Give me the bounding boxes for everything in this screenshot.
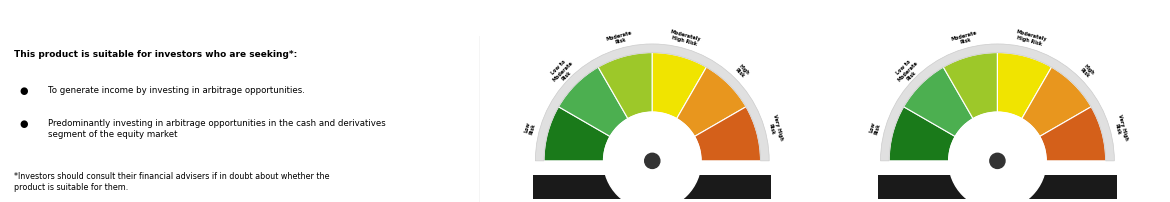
Text: Moderately
High Risk: Moderately High Risk xyxy=(1013,29,1047,48)
Wedge shape xyxy=(1021,67,1092,137)
Wedge shape xyxy=(558,67,628,137)
Text: This product is suitable for investors who are seeking*:: This product is suitable for investors w… xyxy=(14,50,297,59)
Circle shape xyxy=(604,112,701,202)
Text: SCHEME RISK-O-METER: SCHEME RISK-O-METER xyxy=(576,12,729,25)
Text: High
Risk: High Risk xyxy=(1079,63,1095,80)
Wedge shape xyxy=(695,107,761,161)
Text: ●: ● xyxy=(19,86,28,96)
Text: Very High
Risk: Very High Risk xyxy=(1112,114,1129,142)
Text: Predominantly investing in arbitrage opportunities in the cash and derivatives
s: Predominantly investing in arbitrage opp… xyxy=(48,119,386,139)
Wedge shape xyxy=(881,44,1114,161)
Text: Low to
Moderate
Risk: Low to Moderate Risk xyxy=(893,56,923,87)
Wedge shape xyxy=(598,53,653,119)
Wedge shape xyxy=(889,107,955,161)
Text: RISK - O - METER: RISK - O - METER xyxy=(615,182,689,191)
FancyBboxPatch shape xyxy=(879,175,1116,199)
Text: Low
Risk: Low Risk xyxy=(523,121,537,135)
Text: Low to
Moderate
Risk: Low to Moderate Risk xyxy=(548,56,578,87)
Text: BENCHMARK RISK-O-METER: BENCHMARK RISK-O-METER xyxy=(906,12,1089,25)
Text: Very High
Risk: Very High Risk xyxy=(766,114,784,142)
Wedge shape xyxy=(943,53,997,119)
Text: To generate income by investing in arbitrage opportunities.: To generate income by investing in arbit… xyxy=(48,86,305,95)
Text: High
Risk: High Risk xyxy=(734,63,750,80)
Circle shape xyxy=(645,153,660,168)
Text: Moderate
Risk: Moderate Risk xyxy=(950,30,979,47)
Wedge shape xyxy=(997,53,1052,119)
Text: *Investors should consult their financial advisers if in doubt about whether the: *Investors should consult their financia… xyxy=(14,172,330,191)
Text: Low
Risk: Low Risk xyxy=(868,121,882,135)
Text: Moderately
High Risk: Moderately High Risk xyxy=(668,29,702,48)
Wedge shape xyxy=(653,53,707,119)
FancyBboxPatch shape xyxy=(534,175,771,199)
Text: Moderate
Risk: Moderate Risk xyxy=(605,30,634,47)
Wedge shape xyxy=(1040,107,1106,161)
Circle shape xyxy=(949,112,1046,202)
Wedge shape xyxy=(676,67,746,137)
Wedge shape xyxy=(903,67,973,137)
Text: ●: ● xyxy=(19,119,28,129)
Wedge shape xyxy=(536,44,769,161)
Circle shape xyxy=(990,153,1005,168)
Wedge shape xyxy=(544,107,610,161)
Text: RISK - O - METER: RISK - O - METER xyxy=(961,182,1034,191)
